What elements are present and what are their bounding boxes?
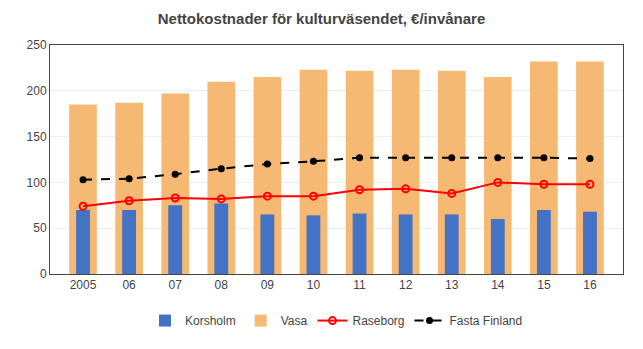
svg-text:15: 15: [537, 278, 551, 292]
svg-text:10: 10: [307, 278, 321, 292]
svg-text:150: 150: [27, 130, 47, 144]
svg-text:08: 08: [215, 278, 229, 292]
svg-text:2005: 2005: [70, 278, 97, 292]
svg-text:16: 16: [583, 278, 597, 292]
svg-text:13: 13: [445, 278, 459, 292]
svg-text:06: 06: [122, 278, 136, 292]
svg-text:250: 250: [27, 38, 47, 52]
svg-text:09: 09: [261, 278, 275, 292]
svg-text:50: 50: [33, 221, 47, 235]
svg-text:200: 200: [27, 84, 47, 98]
svg-text:12: 12: [399, 278, 413, 292]
svg-text:0: 0: [40, 267, 47, 281]
svg-text:Raseborg: Raseborg: [352, 314, 404, 328]
svg-text:14: 14: [491, 278, 505, 292]
svg-text:Vasa: Vasa: [281, 314, 308, 328]
svg-text:Nettokostnader för kulturväsen: Nettokostnader för kulturväsendet, €/inv…: [158, 10, 486, 27]
svg-text:100: 100: [27, 176, 47, 190]
svg-text:11: 11: [353, 278, 366, 292]
svg-text:Korsholm: Korsholm: [185, 314, 236, 328]
svg-text:07: 07: [169, 278, 183, 292]
svg-text:Fasta Finland: Fasta Finland: [450, 314, 523, 328]
